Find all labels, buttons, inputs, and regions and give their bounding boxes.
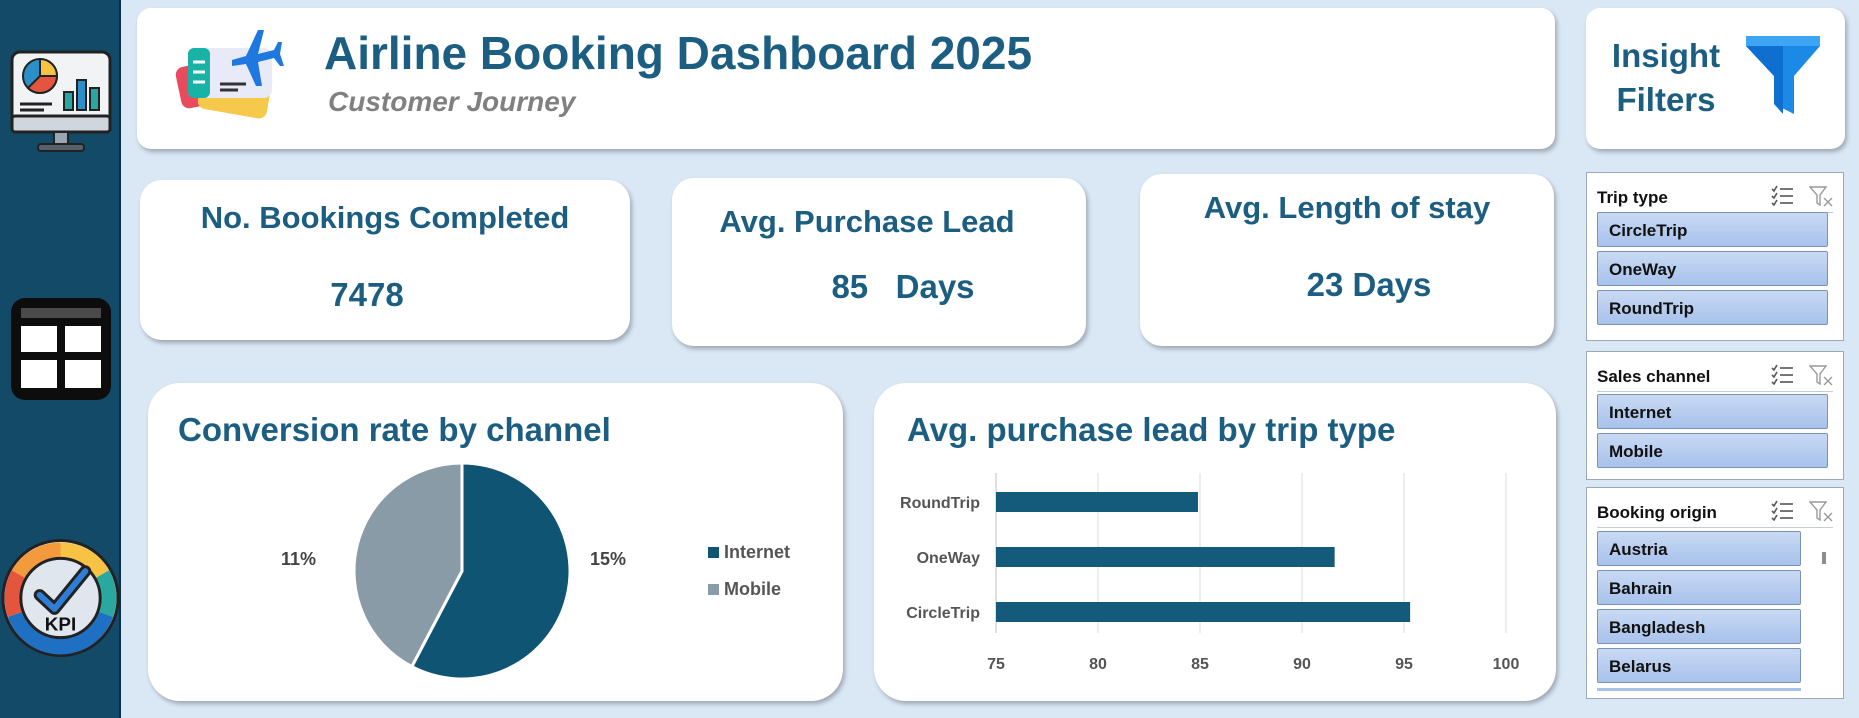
slicer-item-bangladesh[interactable]: Bangladesh	[1597, 609, 1801, 644]
slicer-booking-origin: Booking origin Austria Bahrain Banglades…	[1586, 487, 1844, 699]
pie-label-internet: 15%	[590, 549, 626, 569]
page-subtitle: Customer Journey	[328, 86, 576, 117]
bar-chart-title: Avg. purchase lead by trip type	[907, 411, 1396, 448]
y-category-label: CircleTrip	[906, 605, 980, 622]
slicer-item-bahrain[interactable]: Bahrain	[1597, 570, 1801, 605]
legend-label-internet: Internet	[724, 542, 790, 562]
slicer-title-trip-type: Trip type	[1597, 188, 1668, 207]
slicer-title-sales-channel: Sales channel	[1597, 367, 1711, 386]
kpi-value-purchase-lead: 85 Days	[831, 268, 975, 305]
pie-chart-title: Conversion rate by channel	[178, 411, 611, 448]
slicer-item-oneway[interactable]: OneWay	[1597, 251, 1828, 286]
kpi-gauge-icon[interactable]: KPI	[0, 535, 121, 661]
kpi-title-purchase-lead: Avg. Purchase Lead	[719, 204, 1015, 239]
bar-chart: RoundTrip OneWay CircleTrip 75 80 85 90 95 100	[900, 473, 1520, 673]
slicer-item-belarus[interactable]: Belarus	[1597, 648, 1801, 683]
x-tick-label: 95	[1395, 656, 1413, 673]
x-tick-label: 100	[1493, 656, 1520, 673]
slicer-item-roundtrip[interactable]: RoundTrip	[1597, 290, 1828, 325]
bar-oneway	[996, 547, 1335, 567]
slicer-item-austria[interactable]: Austria	[1597, 531, 1801, 566]
scrollbar-thumb[interactable]	[1822, 552, 1826, 564]
insight-filters-label: Insight Filters	[1611, 37, 1721, 118]
bar-roundtrip	[996, 492, 1198, 512]
slicer-item-internet[interactable]: Internet	[1597, 394, 1828, 429]
slicer-trip-type: Trip type CircleTrip OneWay RoundTrip	[1586, 172, 1844, 341]
slicer-sales-channel: Sales channel Internet Mobile	[1586, 351, 1844, 480]
legend-label-mobile: Mobile	[724, 579, 781, 599]
insight-filters-card: Insight Filters	[1586, 8, 1845, 149]
airline-ticket-icon	[174, 26, 284, 131]
kpi-title-bookings: No. Bookings Completed	[200, 200, 570, 235]
multi-select-icon[interactable]	[1771, 500, 1795, 522]
slicer-title-booking-origin: Booking origin	[1597, 503, 1717, 522]
pie-label-mobile: 11%	[281, 549, 316, 569]
kpi-value-bookings: 7478	[330, 276, 404, 313]
kpi-card-bookings: No. Bookings Completed 7478	[140, 180, 630, 340]
analytics-monitor-icon[interactable]	[0, 48, 121, 158]
filter-funnel-icon[interactable]	[1744, 34, 1822, 121]
pie-slice-internet	[409, 461, 572, 681]
bar-circletrip	[996, 602, 1411, 622]
multi-select-icon[interactable]	[1771, 364, 1795, 386]
kpi-value-length-of-stay: 23 Days	[1306, 266, 1432, 303]
x-tick-label: 80	[1089, 656, 1107, 673]
kpi-title-length-of-stay: Avg. Length of stay	[1203, 190, 1491, 225]
legend-swatch-mobile	[708, 584, 719, 595]
x-tick-label: 85	[1191, 656, 1209, 673]
page-title: Airline Booking Dashboard 2025	[324, 27, 1033, 79]
legend-swatch-internet	[708, 547, 719, 558]
x-tick-label: 90	[1293, 656, 1311, 673]
slicer-item-circletrip[interactable]: CircleTrip	[1597, 212, 1828, 247]
sidebar: KPI	[0, 0, 121, 718]
bar-chart-card: Avg. purchase lead by trip type RoundTri…	[874, 383, 1556, 701]
slicer-scrollbar[interactable]	[1819, 532, 1829, 692]
pie-chart-card: Conversion rate by channel 11% 15% Inter…	[148, 383, 843, 701]
y-category-label: OneWay	[917, 550, 981, 567]
header-card: Airline Booking Dashboard 2025 Customer …	[137, 8, 1555, 149]
kpi-card-length-of-stay: Avg. Length of stay 23 Days	[1140, 174, 1554, 346]
kpi-badge-label: KPI	[45, 614, 76, 635]
y-category-label: RoundTrip	[900, 495, 980, 512]
x-tick-label: 75	[987, 656, 1005, 673]
clear-filter-icon[interactable]	[1809, 364, 1833, 386]
pie-chart: 11% 15% Internet Mobile	[281, 461, 790, 681]
pie-slice-mobile	[352, 461, 464, 669]
clear-filter-icon[interactable]	[1809, 500, 1833, 522]
table-grid-icon[interactable]	[0, 296, 121, 402]
clear-filter-icon[interactable]	[1809, 185, 1833, 207]
slicer-item-mobile[interactable]: Mobile	[1597, 433, 1828, 468]
multi-select-icon[interactable]	[1771, 185, 1795, 207]
kpi-card-purchase-lead: Avg. Purchase Lead 85 Days	[672, 178, 1086, 346]
